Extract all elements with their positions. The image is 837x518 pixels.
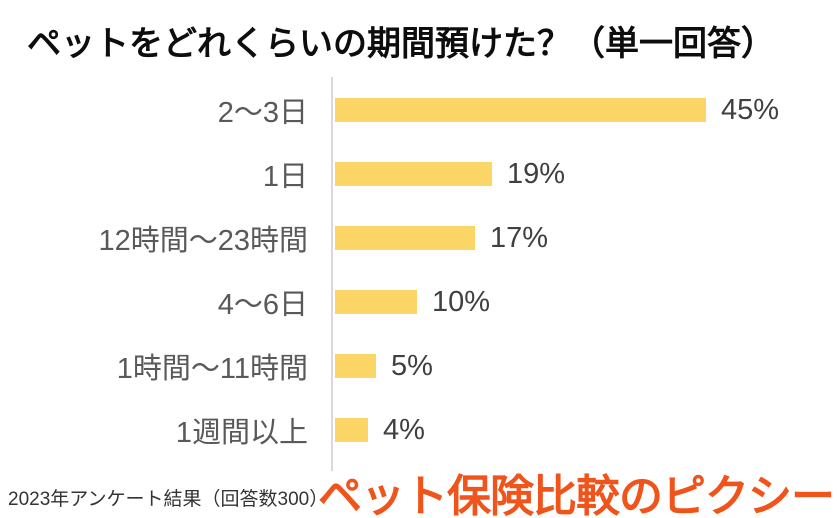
value-label: 45% bbox=[721, 93, 780, 126]
bar-row: 1週間以上 4% bbox=[0, 398, 837, 462]
category-label: 1日 bbox=[262, 161, 308, 193]
bar-row: 1時間〜11時間 5% bbox=[0, 334, 837, 398]
category-label: 1時間〜11時間 bbox=[116, 353, 308, 385]
category-label: 2〜3日 bbox=[217, 97, 308, 129]
value-label: 4% bbox=[383, 413, 425, 446]
bar bbox=[335, 354, 376, 378]
category-label: 4〜6日 bbox=[217, 289, 308, 321]
chart-title: ペットをどれくらいの期間預けた？（単一回答） bbox=[27, 25, 775, 63]
category-label: 1週間以上 bbox=[175, 417, 308, 449]
bar bbox=[335, 290, 417, 314]
value-label: 5% bbox=[391, 349, 433, 382]
bar-chart-plot-area: 2〜3日 45% 1日 19% 12時間〜23時間 17% 4〜6日 10% 1… bbox=[0, 78, 837, 462]
bar bbox=[335, 162, 492, 186]
value-label: 19% bbox=[507, 157, 566, 190]
bar bbox=[335, 418, 368, 442]
survey-footnote: 2023年アンケート結果（回答数300） bbox=[8, 489, 329, 510]
bar-row: 1日 19% bbox=[0, 142, 837, 206]
value-label: 10% bbox=[432, 285, 491, 318]
bar-row: 4〜6日 10% bbox=[0, 270, 837, 334]
brand-logo: ペット保険比較のピクシー bbox=[318, 472, 835, 518]
bar bbox=[335, 98, 706, 122]
value-label: 17% bbox=[490, 221, 549, 254]
bar-row: 2〜3日 45% bbox=[0, 78, 837, 142]
bar bbox=[335, 226, 475, 250]
bar-row: 12時間〜23時間 17% bbox=[0, 206, 837, 270]
y-axis-line bbox=[331, 77, 333, 471]
category-label: 12時間〜23時間 bbox=[98, 225, 308, 257]
